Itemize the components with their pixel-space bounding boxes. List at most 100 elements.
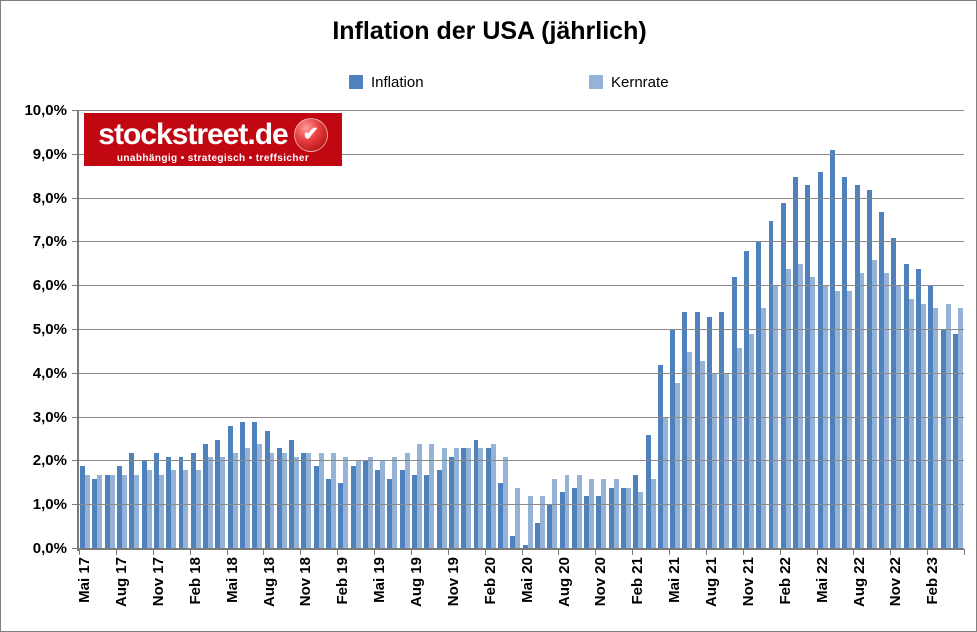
bar-kernrate-mär-18	[208, 457, 213, 549]
bar-inflation-sep-21	[719, 312, 725, 549]
bar-inflation-mai-19	[375, 470, 381, 549]
bar-inflation-mai-21	[670, 330, 676, 549]
bar-inflation-nov-19	[448, 457, 454, 549]
bar-inflation-jan-18	[178, 457, 184, 549]
x-axis-label-mai-17: Mai 17	[76, 557, 94, 603]
x-tick	[669, 549, 670, 555]
bar-inflation-nov-22	[891, 238, 897, 549]
x-tick	[632, 549, 634, 555]
bar-kernrate-sep-19	[429, 443, 435, 549]
x-tick	[447, 549, 449, 555]
y-axis-line	[77, 111, 79, 551]
bar-inflation-jun-19	[387, 478, 393, 549]
bar-kernrate-sep-18	[281, 452, 287, 549]
x-axis-label-feb-21: Feb 21	[629, 557, 647, 605]
bar-kernrate-sep-21	[724, 373, 730, 549]
x-tick	[484, 549, 486, 555]
gridline-5pct	[79, 329, 964, 330]
bar-kernrate-mai-21	[675, 382, 681, 549]
bar-kernrate-nov-17	[158, 474, 164, 549]
bar-inflation-jul-19	[399, 470, 405, 549]
checkmark-icon: ✔	[293, 117, 328, 152]
bar-inflation-apr-22	[805, 185, 811, 549]
bar-kernrate-feb-22	[785, 268, 791, 549]
y-tick-10pct	[72, 110, 79, 111]
x-axis-label-nov-19: Nov 19	[444, 557, 462, 607]
bar-kernrate-aug-22	[859, 273, 865, 549]
bar-kernrate-aug-19	[417, 443, 422, 549]
bar-inflation-jun-18	[239, 421, 245, 549]
gridline-3pct	[79, 416, 964, 418]
bar-kernrate-nov-21	[748, 334, 754, 549]
bar-inflation-mai-17	[80, 465, 86, 549]
gridline-2pct	[79, 460, 964, 462]
bar-inflation-feb-23	[928, 286, 934, 549]
bar-kernrate-feb-20	[490, 443, 496, 549]
bar-kernrate-okt-20	[589, 478, 595, 549]
bar-kernrate-aug-21	[712, 373, 717, 549]
plot-area: 0,0% 1,0% 2,0% 3,0% 4,0% 5,0% 6,0% 7,0% 8,0% 9,0%…	[24, 102, 965, 607]
x-axis-label-mai-21: Mai 21	[666, 557, 684, 603]
bar-inflation-mai-22	[817, 172, 823, 549]
x-tick	[152, 549, 154, 555]
x-axis-label-nov-22: Nov 22	[887, 557, 905, 607]
bar-inflation-jun-21	[682, 312, 688, 549]
gridline-6pct	[79, 285, 964, 287]
bar-inflation-feb-22	[780, 202, 786, 549]
bar-kernrate-sep-17	[134, 474, 140, 549]
y-axis-label-0pct: 0,0%	[32, 540, 67, 557]
bar-kernrate-jul-17	[109, 474, 115, 549]
bar-inflation-nov-21	[743, 251, 749, 549]
y-axis-label-10pct: 10,0%	[24, 102, 67, 119]
y-axis-label-1pct: 1,0%	[32, 496, 67, 514]
x-axis-label-nov-21: Nov 21	[739, 557, 757, 607]
bar-inflation-okt-18	[289, 439, 295, 549]
gridline-1pct	[79, 504, 964, 506]
bar-inflation-apr-20	[510, 535, 516, 549]
bar-inflation-dez-20	[608, 487, 614, 549]
bar-inflation-jan-19	[326, 478, 331, 549]
x-tick	[79, 549, 80, 555]
bar-inflation-mär-20	[498, 483, 504, 549]
bar-kernrate-jul-18	[257, 443, 263, 549]
bar-kernrate-nov-20	[601, 478, 607, 549]
kernrate-swatch-icon	[589, 75, 603, 89]
bar-inflation-okt-20	[584, 496, 590, 549]
bar-inflation-aug-21	[707, 316, 712, 549]
bar-inflation-sep-20	[571, 487, 577, 549]
bar-kernrate-sep-20	[576, 474, 582, 549]
y-tick-2pct	[72, 460, 79, 462]
x-axis-label-mai-19: Mai 19	[371, 557, 389, 603]
x-axis-label-aug-22: Aug 22	[850, 557, 868, 608]
bar-kernrate-dez-21	[761, 308, 767, 549]
x-tick	[890, 549, 892, 555]
bar-kernrate-jul-22	[847, 290, 853, 549]
bar-inflation-feb-21	[633, 474, 639, 549]
y-tick-6pct	[72, 285, 79, 287]
bar-kernrate-apr-22	[810, 277, 816, 549]
bar-kernrate-nov-22	[896, 286, 902, 549]
bar-kernrate-dez-20	[613, 478, 619, 549]
bar-inflation-apr-19	[362, 461, 368, 549]
bar-inflation-dez-21	[756, 242, 762, 549]
bar-inflation-jul-22	[842, 176, 848, 549]
x-axis-label-feb-18: Feb 18	[186, 557, 204, 605]
bar-inflation-aug-18	[264, 430, 270, 549]
x-axis-line	[79, 548, 964, 550]
bar-kernrate-mär-21	[650, 478, 656, 549]
bar-kernrate-okt-18	[294, 457, 300, 549]
bar-kernrate-aug-18	[269, 452, 275, 549]
bar-kernrate-mai-18	[232, 452, 238, 549]
y-axis-label-7pct: 7,0%	[32, 233, 67, 251]
y-axis-label-2pct: 2,0%	[32, 452, 67, 470]
bar-kernrate-jan-20	[478, 448, 484, 549]
x-axis-label-aug-17: Aug 17	[113, 557, 131, 608]
x-axis-label-feb-19: Feb 19	[334, 557, 352, 605]
bar-kernrate-jan-21	[625, 487, 631, 549]
bar-inflation-aug-17	[117, 465, 122, 549]
bar-kernrate-mär-20	[503, 457, 508, 549]
x-axis-label-mai-20: Mai 20	[518, 557, 536, 603]
bar-kernrate-feb-21	[638, 492, 644, 549]
gridline-7pct	[79, 241, 964, 243]
bar-inflation-jun-17	[92, 478, 98, 549]
